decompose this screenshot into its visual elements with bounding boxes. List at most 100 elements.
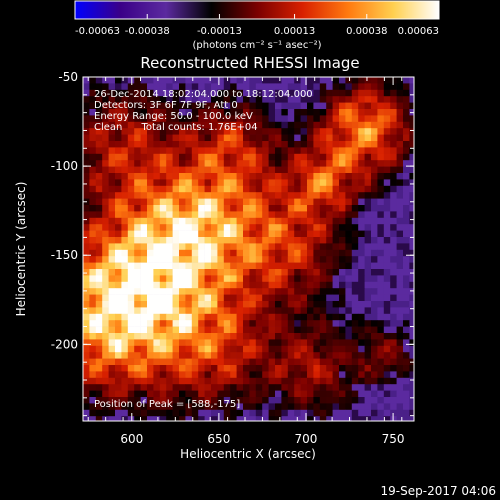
map-pixel: [198, 205, 205, 212]
map-pixel: [153, 115, 161, 123]
map-pixel: [217, 339, 225, 347]
map-pixel: [95, 134, 103, 142]
map-pixel: [198, 409, 205, 417]
map-pixel: [313, 409, 321, 417]
map-pixel: [115, 173, 122, 180]
map-pixel: [211, 243, 218, 251]
map-pixel: [345, 371, 353, 379]
map-pixel: [95, 390, 103, 398]
map-pixel: [89, 83, 97, 91]
map-pixel: [179, 390, 186, 398]
map-pixel: [345, 166, 353, 174]
map-pixel: [281, 141, 289, 148]
map-pixel: [121, 96, 129, 103]
map-pixel: [89, 121, 97, 129]
map-pixel: [127, 147, 135, 155]
map-pixel: [390, 320, 397, 327]
map-pixel: [185, 109, 193, 116]
map-pixel: [319, 121, 327, 129]
map-pixel: [191, 313, 199, 321]
map-pixel: [358, 339, 365, 347]
map-pixel: [307, 77, 314, 84]
map-pixel: [140, 211, 148, 219]
map-pixel: [326, 205, 333, 212]
map-pixel: [268, 320, 276, 327]
map-pixel: [140, 397, 148, 404]
map-pixel: [108, 153, 116, 161]
map-pixel: [275, 294, 282, 302]
map-pixel: [262, 345, 269, 353]
map-pixel: [255, 77, 263, 84]
map-pixel: [134, 345, 141, 353]
map-pixel: [243, 179, 250, 187]
map-pixel: [364, 179, 372, 187]
map-pixel: [127, 89, 135, 97]
map-pixel: [313, 333, 321, 340]
map-pixel: [249, 320, 257, 327]
map-pixel: [409, 403, 414, 411]
map-pixel: [403, 211, 410, 219]
map-pixel: [95, 160, 103, 167]
map-pixel: [211, 224, 218, 231]
map-pixel: [140, 96, 148, 103]
map-pixel: [358, 109, 365, 116]
map-pixel: [268, 102, 276, 110]
map-pixel: [275, 96, 282, 103]
map-pixel: [351, 96, 359, 103]
map-pixel: [204, 211, 212, 219]
map-pixel: [287, 185, 295, 193]
map-pixel: [223, 217, 231, 225]
map-pixel: [332, 301, 340, 308]
map-pixel: [268, 211, 276, 219]
map-pixel: [383, 179, 391, 187]
map-pixel: [364, 166, 372, 174]
map-pixel: [371, 320, 378, 327]
map-pixel: [409, 173, 414, 180]
map-pixel: [377, 333, 385, 340]
map-pixel: [121, 89, 129, 97]
map-pixel: [217, 153, 225, 161]
map-pixel: [243, 390, 250, 398]
map-pixel: [268, 173, 276, 180]
map-pixel: [313, 89, 321, 97]
map-pixel: [89, 237, 97, 244]
map-pixel: [121, 281, 129, 289]
map-pixel: [121, 77, 129, 84]
map-pixel: [339, 262, 346, 270]
map-pixel: [89, 269, 97, 276]
map-pixel: [275, 147, 282, 155]
map-pixel: [83, 121, 90, 129]
map-pixel: [83, 179, 90, 187]
map-pixel: [211, 230, 218, 238]
map-pixel: [236, 249, 244, 257]
y-tick-label: -150: [51, 248, 78, 262]
map-pixel: [275, 339, 282, 347]
map-pixel: [409, 256, 414, 263]
map-pixel: [345, 313, 353, 321]
map-pixel: [396, 185, 404, 193]
map-pixel: [249, 390, 257, 398]
map-pixel: [249, 153, 257, 161]
map-pixel: [364, 326, 372, 334]
map-pixel: [140, 352, 148, 359]
map-pixel: [166, 249, 173, 257]
map-pixel: [159, 243, 167, 251]
map-pixel: [364, 217, 372, 225]
map-pixel: [230, 205, 237, 212]
map-pixel: [115, 102, 122, 110]
map-pixel: [185, 275, 193, 283]
map-pixel: [262, 333, 269, 340]
map-pixel: [230, 153, 237, 161]
map-pixel: [249, 102, 257, 110]
map-pixel: [223, 384, 231, 391]
map-pixel: [268, 179, 276, 187]
map-pixel: [115, 77, 122, 84]
map-pixel: [326, 403, 333, 411]
map-pixel: [243, 134, 250, 142]
map-pixel: [153, 275, 161, 283]
map-pixel: [371, 313, 378, 321]
map-pixel: [403, 243, 410, 251]
map-pixel: [198, 217, 205, 225]
map-pixel: [236, 147, 244, 155]
map-pixel: [300, 384, 308, 391]
